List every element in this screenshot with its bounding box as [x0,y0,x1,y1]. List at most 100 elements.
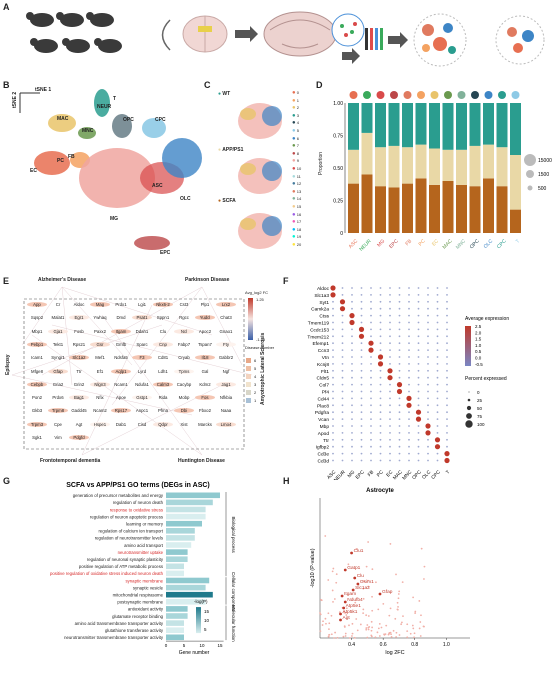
h-xtick: 0.4 [348,642,355,648]
cluster-legend-item: ● 6 [292,135,299,142]
brain-section-icon [263,11,337,57]
h-point [371,626,374,629]
h-point [389,543,392,545]
f-pct-dot [467,398,471,402]
gene-node: Aldoc [73,302,85,307]
f-dot [332,445,334,448]
g-group-label: Cellular component [231,572,236,612]
cluster-number-legend: ● 0 ● 1 ● 2 ● 3 ● 4 ● 5 ● 6 ● 7 ● 8 ● 9 ● 10 ● 11 ● … [292,90,312,249]
h-point [319,613,322,616]
f-pct-tick: 100 [477,422,485,427]
f-dot [360,376,363,379]
h-point-label: Itgam [344,591,356,597]
d-xtick: T [515,238,521,244]
cluster-legend-item: ● 3 [292,112,299,119]
f-dot [370,425,372,427]
f-dot [370,445,372,448]
h-point [377,608,380,611]
group-label-app: ● APP/PS1 [218,147,244,153]
h-point [377,627,380,630]
f-dot [398,300,401,303]
g-term-label: neurotransmitter transmembrane transport… [64,635,164,640]
cluster-label-mac: MAC [57,116,69,122]
d-bar-segment [375,147,386,187]
h-point [420,614,422,617]
f-dot [417,438,420,441]
cluster-label-epc: EPC [160,250,171,256]
f-gene-label: Vcan [318,417,329,423]
f-gene-label: Tmem119 [308,321,330,327]
f-dot [398,363,401,365]
g-term-label: positive regulation of oxidative stress … [50,571,164,576]
gene-node: Nfix [96,395,104,401]
gene-node: Lyrd [137,368,147,374]
f-dot [330,292,336,298]
g-term-label: glutathione transferase activity [105,628,164,633]
f-dot [446,404,448,407]
cluster-label-olc: OLC [180,196,191,202]
h-point [374,636,377,639]
f-dot [444,457,450,464]
f-dot [427,376,429,379]
f-dot [417,376,420,379]
cluster-label-ec: EC [30,168,37,174]
gene-node: Nlgn3 [90,381,110,387]
f-dot [408,307,410,310]
h-point [354,601,357,604]
d-bar-segment [402,183,413,233]
disease-left: Epilepsy [5,354,11,375]
f-dot [349,313,355,319]
f-dot [370,432,372,434]
f-dot [436,356,439,358]
d-bar-segment [415,103,427,145]
f-dot [417,300,420,303]
g-xtick: 15 [217,643,223,648]
f-dot [370,376,372,379]
gene-node: Icam1 [31,355,43,361]
panel-f-dotplot: AldocSlc1a3Syt1Camk2aCtssTmem119Ccdc153T… [307,285,509,480]
f-dot [332,314,334,317]
h-point [365,628,368,631]
disease-top-right: Parkinson Disease [185,277,230,283]
f-dot [351,335,353,338]
disease-legend-item: 4 [246,374,256,382]
f-dot [389,314,391,317]
h-point [414,612,417,614]
gene-node: Naaa [220,408,232,414]
f-dot [406,395,412,401]
f-dot [446,300,448,303]
d-bar-segment [483,178,494,233]
f-gene-label: Ctss [319,314,329,320]
f-dot [417,397,420,400]
f-dot [341,321,344,324]
f-dot [351,363,353,365]
f-dot [370,321,372,324]
gene-node: Fosb [74,328,84,334]
gene-node: Aqlp1 [111,368,131,374]
fc-legend-title: Avg_log2 FC [245,290,269,295]
h-point [348,624,350,627]
gene-node: Fabp7 [177,341,191,347]
gene-node: Cst3 [179,302,189,307]
f-dot [379,294,382,296]
f-dot [379,369,382,372]
f-dot [417,356,420,358]
f-dot [436,300,439,303]
g-bar [166,584,206,591]
f-dot [427,390,429,393]
f-dot [408,321,410,324]
f-expr-tick: 0.5 [475,349,482,354]
gene-node: Cd81 [157,355,169,361]
g-bar [166,535,195,541]
f-dot [436,349,439,351]
gene-node: Lgi1 [137,302,147,307]
f-dot [427,349,429,351]
f-dot [417,445,420,448]
disease-legend-item: 6 [246,358,256,366]
g-term-label: regulation of neuronal synaptic plastici… [87,557,164,562]
h-title: Astrocyte [366,488,394,494]
gene-node: Pon2 [31,395,43,401]
f-celltype-label: EC [385,469,394,478]
h-point [345,607,348,610]
gene-node: Ef1 [96,368,104,374]
